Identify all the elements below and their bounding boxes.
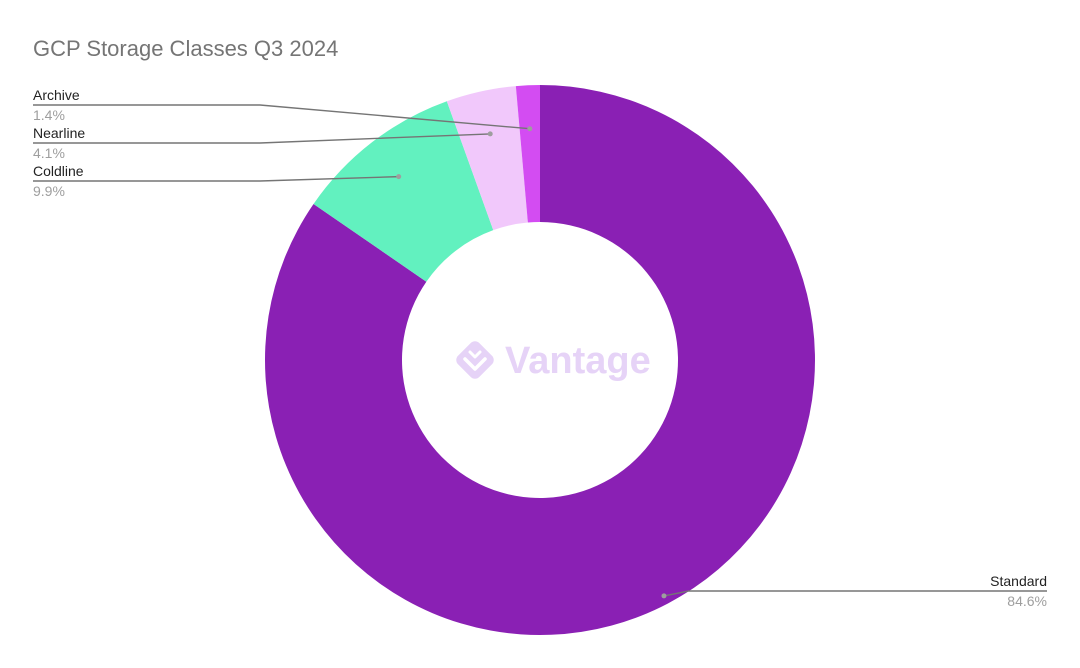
watermark: Vantage [456, 340, 651, 382]
leader-line-archive [33, 104, 530, 130]
label-name-archive: Archive [33, 87, 80, 103]
leader-dot-archive [527, 126, 533, 132]
leader-dot-nearline [487, 131, 493, 137]
slice-archive[interactable] [515, 85, 540, 223]
label-value-nearline: 4.1% [33, 145, 65, 161]
label-value-archive: 1.4% [33, 107, 65, 123]
leader-line-standard [663, 590, 1047, 597]
slice-labels: Archive 1.4% Nearline 4.1% Coldline 9.9% Stand… [33, 87, 1047, 609]
leader-dot-standard [661, 593, 667, 599]
label-name-nearline: Nearline [33, 125, 85, 141]
slice-standard[interactable] [265, 85, 815, 635]
watermark-text: Vantage [505, 340, 651, 382]
slices [265, 85, 815, 635]
label-value-standard: 84.6% [1007, 593, 1047, 609]
leader-line-nearline [33, 133, 491, 144]
leader-line-coldline [33, 175, 399, 182]
vantage-logo-icon [456, 341, 494, 379]
chart-title: GCP Storage Classes Q3 2024 [33, 36, 338, 61]
slice-coldline[interactable] [313, 101, 494, 282]
slice-nearline[interactable] [446, 86, 528, 231]
label-name-standard: Standard [990, 573, 1047, 589]
label-name-coldline: Coldline [33, 163, 84, 179]
leader-dot-coldline [396, 174, 402, 180]
label-value-coldline: 9.9% [33, 183, 65, 199]
